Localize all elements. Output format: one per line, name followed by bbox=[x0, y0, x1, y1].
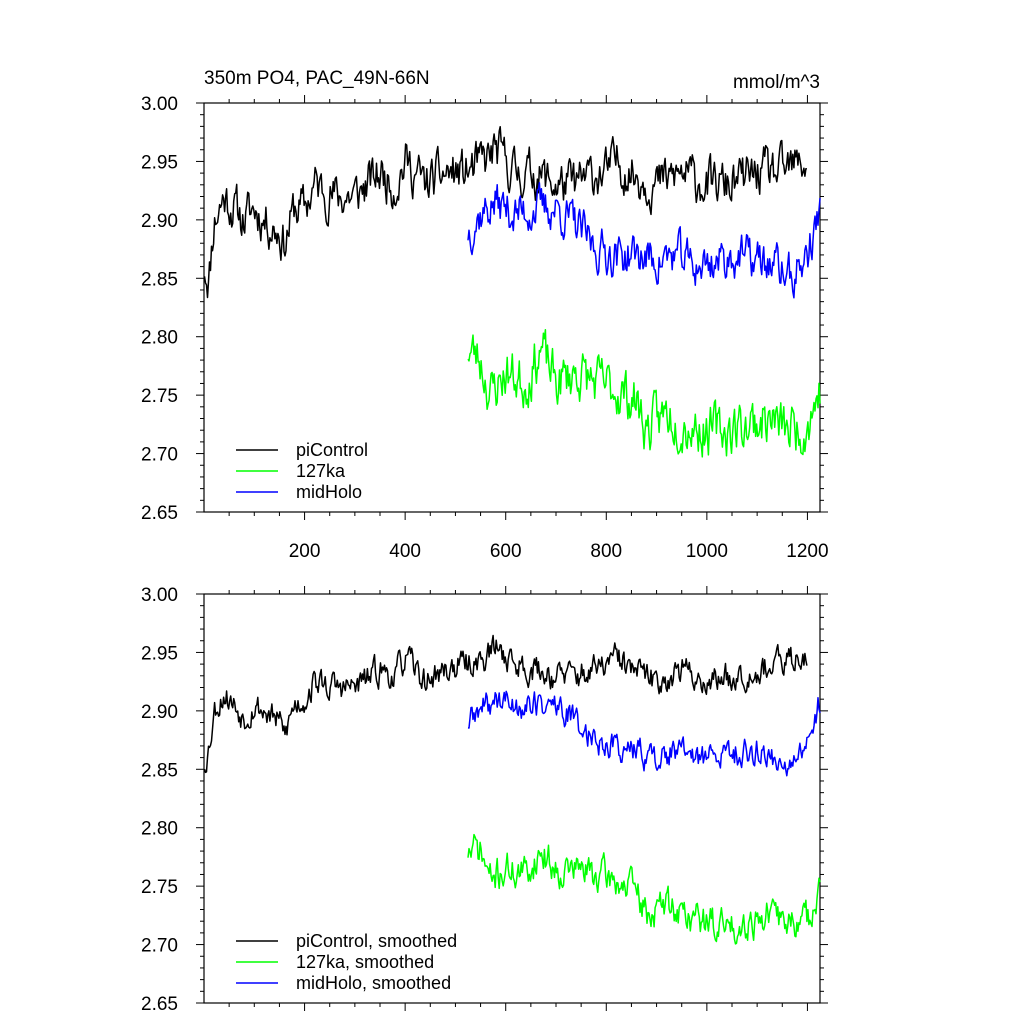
y-tick-label: 3.00 bbox=[141, 585, 178, 606]
series-line-midholo bbox=[467, 182, 821, 299]
y-tick-label: 2.65 bbox=[141, 994, 178, 1015]
x-tick-label: 400 bbox=[389, 541, 421, 562]
y-tick-label: 2.75 bbox=[141, 877, 178, 898]
plot-frame bbox=[203, 593, 821, 1004]
y-tick-label: 2.70 bbox=[141, 445, 178, 466]
x-tick-label: 200 bbox=[289, 541, 321, 562]
legend-label-midholo: midHolo bbox=[296, 482, 362, 502]
bottom-panel: 3.00 2.95 2.90 2.85 2.80 2.75 2.70 2.65 piContr… bbox=[141, 585, 828, 1015]
y-tick-label: 2.95 bbox=[141, 643, 178, 664]
y-tick-label: 2.95 bbox=[141, 152, 178, 173]
y-tick-label: 2.75 bbox=[141, 386, 178, 407]
top-plot-area: 3.00 2.95 2.90 2.85 2.80 2.75 2.70 2.65 200 400 60… bbox=[141, 94, 829, 562]
series-line-picontrol-smoothed bbox=[203, 634, 808, 774]
bottom-plot-area: 3.00 2.95 2.90 2.85 2.80 2.75 2.70 2.65 bbox=[141, 585, 828, 1015]
chart-title: 350m PO4, PAC_49N-66N bbox=[204, 68, 430, 89]
x-tick-label: 600 bbox=[490, 541, 522, 562]
y-tick-label: 2.70 bbox=[141, 936, 178, 957]
y-tick-label: 2.90 bbox=[141, 211, 178, 232]
y-tick-label: 3.00 bbox=[141, 94, 178, 115]
x-tick-label: 1000 bbox=[686, 541, 728, 562]
top-panel: 350m PO4, PAC_49N-66N mmol/m^3 3.00 2.95 2… bbox=[141, 68, 829, 562]
y-tick-label: 2.85 bbox=[141, 269, 178, 290]
top-legend: piControl 127ka midHolo bbox=[236, 440, 368, 502]
y-tick-label: 2.80 bbox=[141, 328, 178, 349]
series-line-127ka-smoothed bbox=[467, 833, 821, 945]
x-tick-label: 1200 bbox=[786, 541, 828, 562]
legend-label-picontrol-smoothed: piControl, smoothed bbox=[296, 931, 457, 951]
series-line-127ka bbox=[467, 328, 821, 458]
legend-label-127ka: 127ka bbox=[296, 461, 346, 481]
x-tick-label: 800 bbox=[590, 541, 622, 562]
y-tick-label: 2.90 bbox=[141, 702, 178, 723]
legend-label-picontrol: piControl bbox=[296, 440, 368, 460]
y-tick-label: 2.80 bbox=[141, 819, 178, 840]
y-tick-label: 2.65 bbox=[141, 503, 178, 524]
bottom-legend: piControl, smoothed 127ka, smoothed midH… bbox=[236, 931, 457, 993]
plot-frame bbox=[203, 102, 821, 513]
series-line-midholo-smoothed bbox=[467, 690, 821, 777]
legend-label-127ka-smoothed: 127ka, smoothed bbox=[296, 952, 434, 972]
legend-label-midholo-smoothed: midHolo, smoothed bbox=[296, 973, 451, 993]
series-line-picontrol bbox=[203, 125, 807, 299]
y-tick-label: 2.85 bbox=[141, 760, 178, 781]
units-label: mmol/m^3 bbox=[733, 72, 820, 93]
